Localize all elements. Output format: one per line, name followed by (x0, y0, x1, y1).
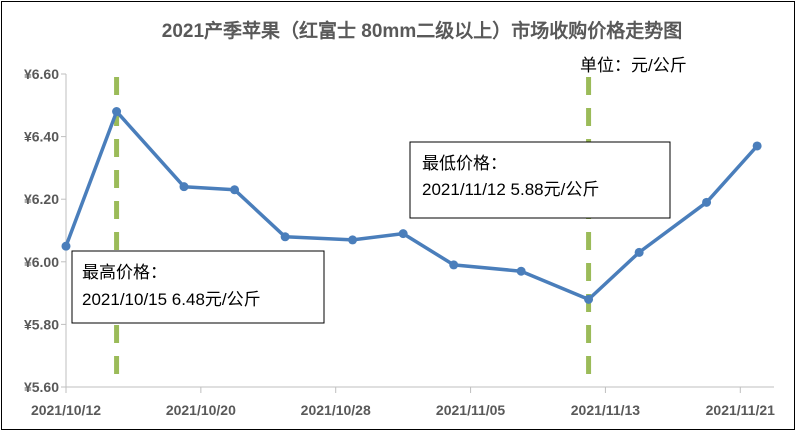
data-point (230, 185, 240, 195)
data-point (516, 266, 526, 276)
y-tick-label: ¥5.60 (24, 379, 59, 395)
marker-lines (114, 77, 592, 375)
x-tick-label: 2021/11/13 (571, 402, 641, 418)
annotation-max-title: 最高价格： (82, 263, 167, 282)
chart-title: 2021产季苹果（红富士 80mm二级以上）市场收购价格走势图 (162, 19, 682, 42)
annotation-min-box (409, 141, 671, 219)
y-tick-label: ¥6.00 (24, 254, 59, 270)
x-tick-label: 2021/10/12 (31, 402, 101, 418)
data-point (179, 182, 189, 192)
annotation-max-box (71, 250, 325, 324)
axes: ¥5.60 ¥5.80 ¥6.00 ¥6.20 ¥6.40 ¥6.60 2021/10/12… (24, 66, 775, 418)
annotation-max: 最高价格： 2021/10/15 6.48元/公斤 (71, 250, 325, 324)
annotation-min-title: 最低价格： (422, 154, 507, 173)
annotation-min-detail: 2021/11/12 5.88元/公斤 (422, 180, 599, 199)
data-point (61, 241, 71, 251)
data-point (449, 260, 459, 270)
x-tick-label: 2021/11/21 (706, 402, 776, 418)
y-tick-label: ¥6.60 (24, 66, 59, 82)
data-point (752, 141, 762, 151)
data-point (584, 294, 594, 304)
data-point (702, 197, 712, 207)
series-group (61, 107, 762, 304)
x-tick-label: 2021/10/28 (301, 402, 371, 418)
x-tick-label: 2021/11/05 (436, 402, 506, 418)
data-point (112, 107, 122, 117)
data-point (348, 235, 358, 245)
y-tick-label: ¥6.20 (24, 191, 59, 207)
x-tick-label: 2021/10/20 (166, 402, 236, 418)
y-tick-label: ¥6.40 (24, 129, 59, 145)
annotation-max-detail: 2021/10/15 6.48元/公斤 (82, 290, 261, 309)
annotation-min: 最低价格： 2021/11/12 5.88元/公斤 (409, 141, 671, 219)
data-point (280, 232, 290, 242)
data-point (398, 229, 408, 239)
unit-label: 单位：元/公斤 (580, 56, 687, 75)
data-point (634, 247, 644, 257)
y-tick-label: ¥5.80 (24, 316, 59, 332)
